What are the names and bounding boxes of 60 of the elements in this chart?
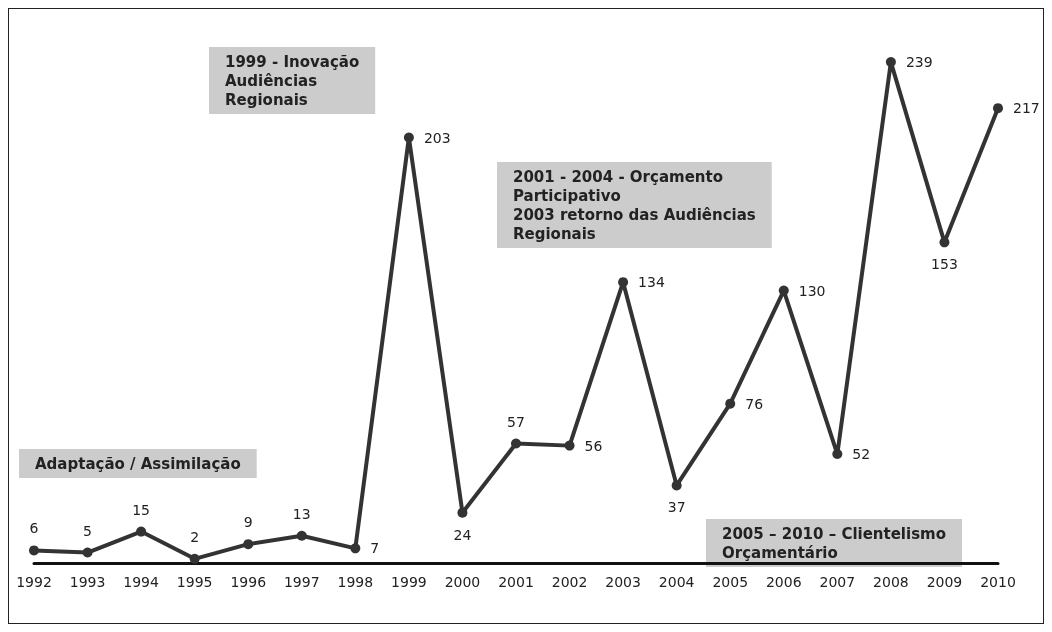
x-tick-label: 2007: [819, 574, 856, 590]
data-label: 134: [638, 274, 665, 291]
data-label: 56: [584, 437, 603, 454]
x-tick-label: 1998: [337, 574, 374, 590]
x-tick-label: 2005: [712, 574, 749, 590]
data-label: 203: [423, 129, 451, 146]
point: [671, 480, 682, 491]
x-tick-label: 1992: [16, 574, 52, 590]
x-tick-label: 2002: [551, 574, 588, 590]
data-label: 52: [852, 446, 871, 463]
point: [511, 438, 521, 449]
point: [564, 440, 575, 451]
point: [82, 547, 93, 558]
data-label: 15: [132, 501, 151, 518]
data-label: 217: [1013, 100, 1040, 117]
data-label: 57: [507, 413, 525, 430]
data-label: 6: [29, 520, 39, 537]
x-tick-label: 1993: [69, 574, 106, 590]
annotation: 2001 - 2004 - Orçamento Participativo 2003 retorno das Audiências Regionais: [513, 167, 756, 243]
point: [243, 539, 254, 550]
data-label: 37: [667, 499, 686, 516]
point: [189, 553, 200, 564]
point: [993, 103, 1003, 114]
point: [885, 57, 896, 68]
x-tick-label: 2003: [605, 574, 641, 590]
x-tick-label: 2006: [765, 574, 802, 590]
x-tick-label: 2001: [498, 574, 534, 590]
data-label: 5: [83, 522, 93, 539]
point: [350, 543, 361, 554]
data-label: 76: [745, 395, 764, 412]
x-tick-label: 2010: [980, 574, 1016, 590]
x-tick-label: 2004: [658, 574, 695, 590]
x-tick-label: 2009: [926, 574, 963, 590]
point: [939, 237, 950, 248]
point: [29, 545, 39, 556]
x-tick-label: 1999: [391, 574, 427, 590]
data-label: 153: [931, 256, 958, 273]
point: [296, 530, 307, 541]
point: [136, 526, 147, 537]
point: [457, 507, 468, 518]
data-label: 9: [243, 514, 253, 531]
data-label: 239: [905, 54, 933, 71]
point: [778, 285, 789, 296]
annotation: 1999 - Inovação Audiências Regionais: [225, 52, 360, 109]
data-label: 7: [370, 540, 380, 557]
x-tick-label: 1995: [176, 574, 213, 590]
x-tick-label: 2000: [444, 574, 481, 590]
data-label: 130: [798, 282, 826, 299]
point: [725, 398, 736, 409]
x-tick-label: 1997: [283, 574, 320, 590]
x-tick-label: 2008: [873, 574, 909, 590]
data-label: 13: [292, 505, 311, 522]
x-tick-label: 1996: [230, 574, 267, 590]
point: [403, 132, 414, 143]
x-tick-label: 1994: [123, 574, 160, 590]
point: [832, 449, 843, 460]
annotation: Adaptação / Assimilação: [35, 454, 241, 473]
annotation: 2005 – 2010 – Clientelismo Orçamentário: [722, 524, 947, 562]
data-label: 2: [190, 528, 200, 545]
data-label: 24: [453, 526, 472, 543]
